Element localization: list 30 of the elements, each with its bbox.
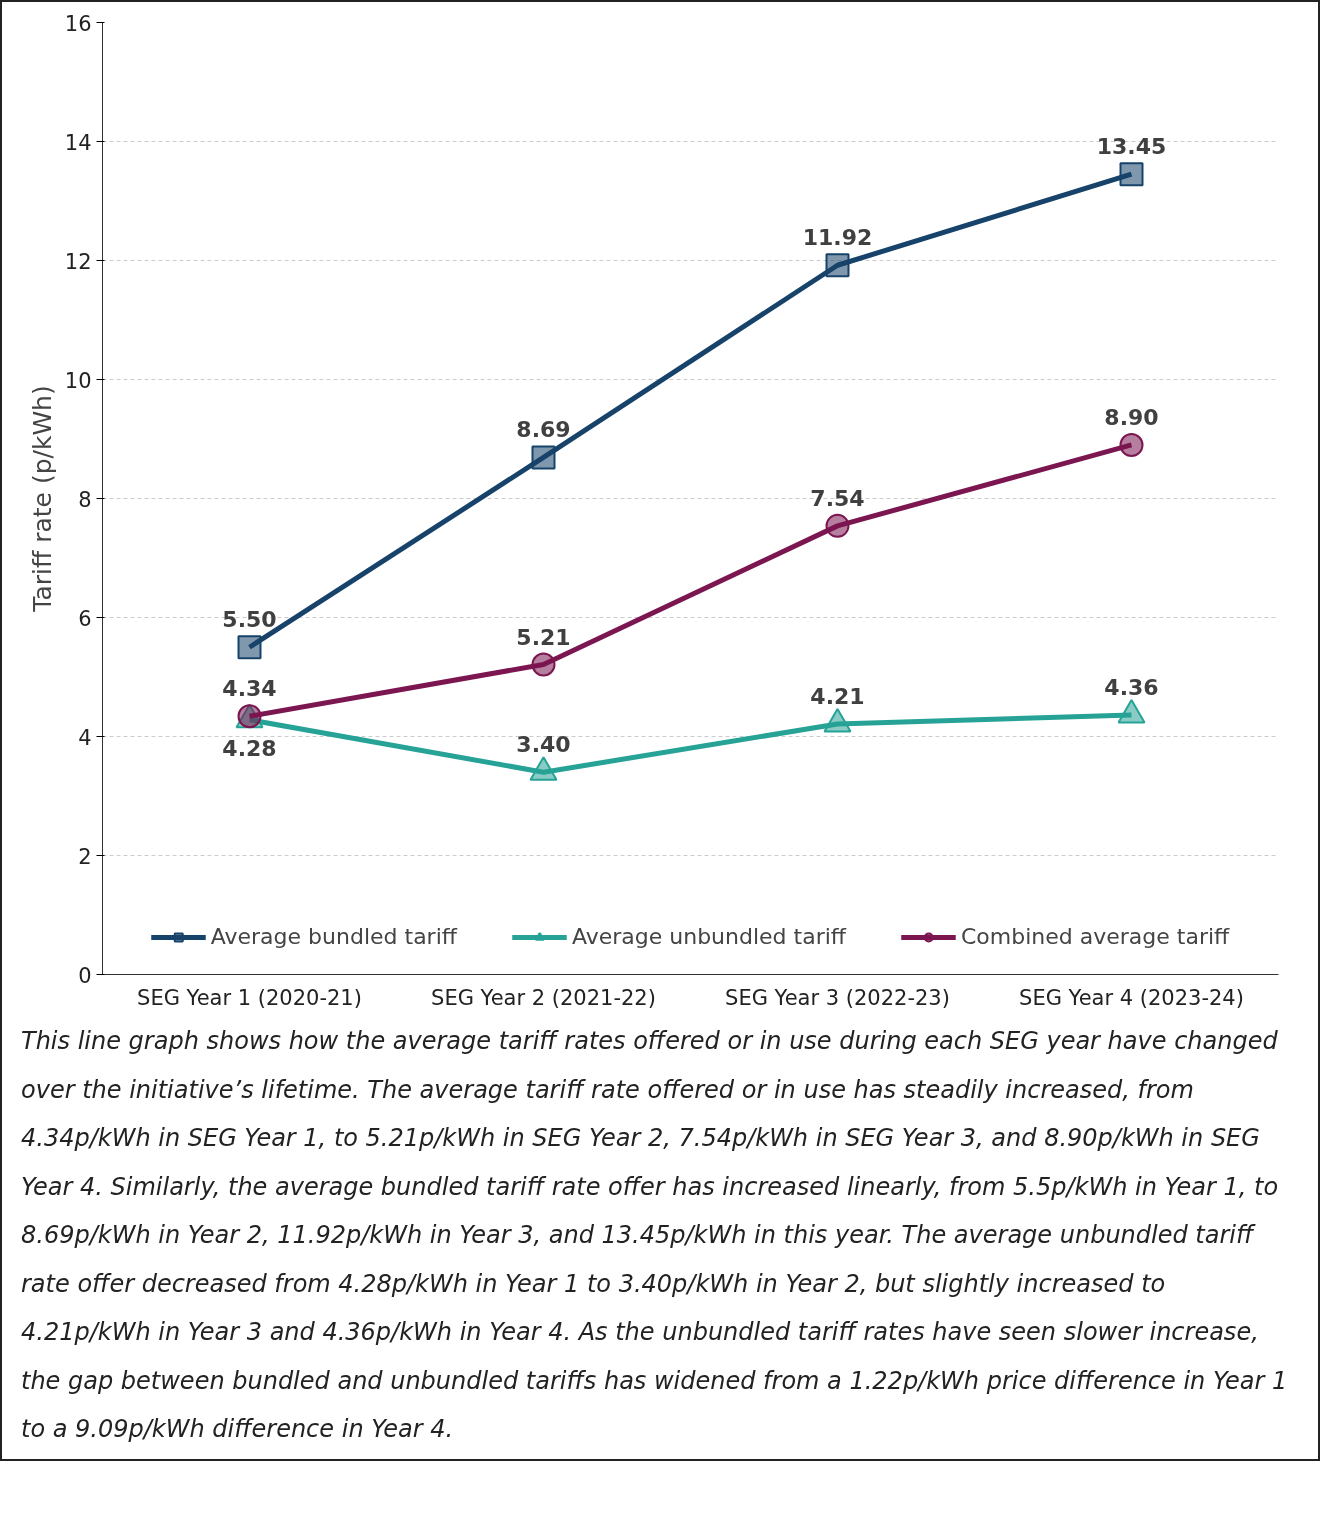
y-tick-label: 12 <box>64 249 92 274</box>
data-label: 11.92 <box>802 225 873 251</box>
y-tick-label: 0 <box>78 963 92 988</box>
data-label: 7.54 <box>810 485 865 511</box>
y-tick-label: 2 <box>78 844 92 869</box>
legend-label: Combined average tariff <box>961 924 1230 949</box>
y-axis-title: Tariff rate (p/kWh) <box>27 385 57 613</box>
data-label: 4.34 <box>222 676 277 702</box>
legend-label: Average bundled tariff <box>210 924 457 949</box>
data-label: 3.40 <box>516 732 571 758</box>
data-label: 5.50 <box>222 607 277 633</box>
data-label: 8.69 <box>516 417 571 443</box>
y-tick-label: 16 <box>64 11 92 36</box>
y-tick-label: 6 <box>78 606 92 631</box>
data-label: 4.28 <box>222 735 277 761</box>
y-tick-label: 8 <box>78 487 92 512</box>
legend-label: Average unbundled tariff <box>571 924 847 949</box>
x-tick-label: SEG Year 1 (2020-21) <box>137 985 362 1010</box>
data-label: 5.21 <box>516 624 571 650</box>
data-label: 13.45 <box>1096 134 1167 160</box>
data-label: 8.90 <box>1104 404 1159 430</box>
data-label: 4.36 <box>1104 675 1159 701</box>
x-tick-label: SEG Year 4 (2023-24) <box>1019 985 1244 1010</box>
y-tick-label: 14 <box>64 130 92 155</box>
x-tick-label: SEG Year 3 (2022-23) <box>725 985 950 1010</box>
x-tick-label: SEG Year 2 (2021-22) <box>431 985 656 1010</box>
data-label: 4.21 <box>810 684 865 710</box>
y-tick-label: 4 <box>78 725 92 750</box>
y-tick-label: 10 <box>64 368 92 393</box>
text: This line graph shows how the average tariff rates offered or in use during each SEG year have changed over the initiative’s lifetime. The average tariff rate offered or in use has steadily increased, from 4.34p/kWh in SEG Year 1, to 5.21p/kWh in SEG Year 2, 7.54p/kWh in SEG Year 3, and 8.90p/kWh in SEG Year 4. Similarly, the average bundled tariff rate offer has increased linearly, from 5.5p/kWh in Year 1, to 8.69p/kWh in Year 2, 11.92p/kWh in Year 3, and 13.45p/kWh in this year. The average unbundled tariff rate offer decreased from 4.28p/kWh in Year 1 to 3.40p/kWh in Year 2, but slightly increased to 4.21p/kWh in Year 3 and 4.36p/kWh in Year 4. As the unbundled tariff rates have seen slower increase, the gap between bundled and unbundled tariffs has widened from a 1.22p/kWh price difference in Year 1 to a 9.09p/kWh difference in Year 4. <box>21 1027 1288 1443</box>
